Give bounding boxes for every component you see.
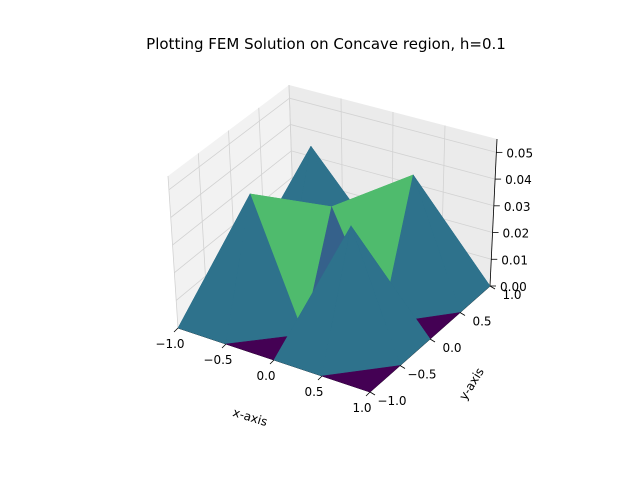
z-tick-label-5: 0.05: [506, 146, 533, 160]
x-tick-label-1: −0.5: [203, 353, 232, 367]
z-tick-label-3: 0.03: [504, 200, 531, 214]
tick-marks: [173, 151, 503, 397]
z-grid-line-4: [170, 124, 496, 218]
surface-mesh: [177, 145, 491, 393]
x-tick-0: [173, 327, 179, 333]
x-axis-label: x-axis: [231, 405, 269, 429]
y-tick-4: [489, 285, 496, 290]
y-tick-0: [369, 391, 376, 396]
tick-labels: −1.0−0.50.00.51.0 −1.0−0.50.00.51.00.000.…: [155, 146, 533, 415]
z-tick-label-4: 0.04: [505, 173, 532, 187]
y-tick-label-4: 1.0: [502, 288, 521, 302]
y-tick-label-2: 0.0: [442, 341, 461, 355]
z-tick-label-0: 0.00: [500, 280, 527, 294]
z-grid-line-5: [168, 97, 497, 191]
z-axis-line: [489, 138, 498, 287]
chart-title: Plotting FEM Solution on Concave region,…: [146, 35, 506, 53]
y-tick-3: [459, 312, 466, 316]
y-axis-label: y-axis: [456, 365, 487, 402]
x-tick-3: [317, 375, 323, 381]
x-tick-label-4: 1.0: [352, 401, 371, 415]
y-tick-label-1: −0.5: [407, 368, 436, 382]
y-tick-1: [399, 365, 406, 369]
z-tick-label-1: 0.01: [501, 253, 528, 267]
y-tick-label-3: 0.5: [472, 315, 491, 329]
x-tick-label-3: 0.5: [304, 385, 323, 399]
z-tick-label-2: 0.02: [503, 227, 530, 241]
y-tick-2: [429, 338, 436, 343]
x-tick-label-2: 0.0: [256, 369, 275, 383]
x-tick-4: [365, 391, 371, 397]
surface-triangle-31: [321, 365, 401, 393]
x-tick-2: [269, 359, 275, 365]
z-grid-line-3: [172, 150, 494, 246]
y-tick-label-0: −1.0: [377, 394, 406, 408]
x-tick-label-0: −1.0: [155, 337, 184, 351]
x-tick-1: [221, 343, 227, 349]
